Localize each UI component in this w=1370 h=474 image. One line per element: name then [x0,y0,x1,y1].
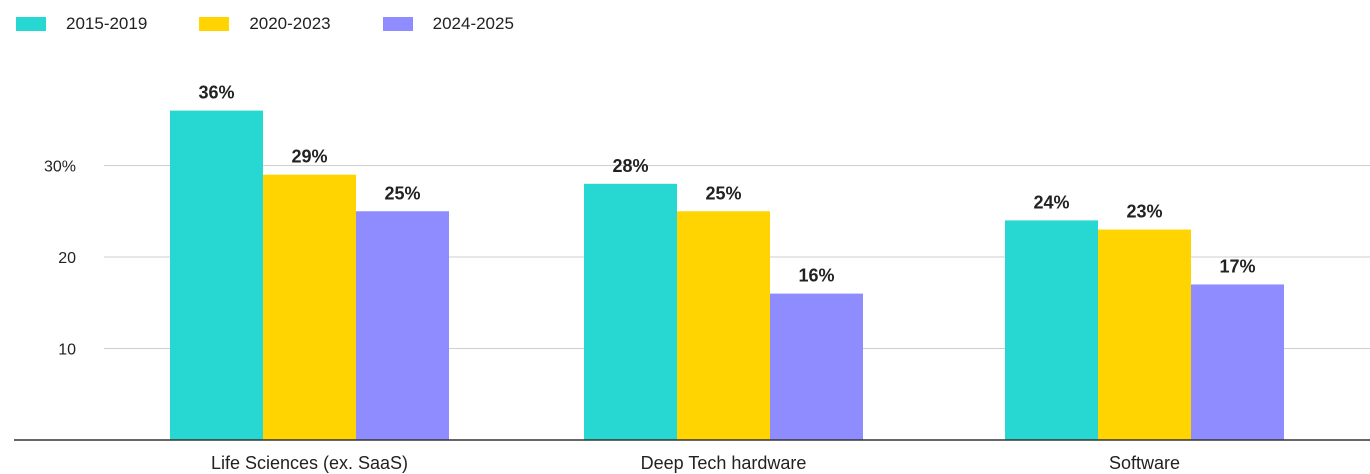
y-tick-label: 30% [44,159,76,176]
x-category-label: Deep Tech hardware [641,453,807,473]
legend-item-2020-2023: 2020-2023 [199,14,331,34]
data-label: 25% [384,183,420,203]
bar-1-series-1 [170,110,263,440]
legend-label-2020-2023: 2020-2023 [249,14,331,33]
legend-swatch-2024-2025 [382,17,413,31]
bar-3-series-3 [1191,284,1284,440]
legend-item-2024-2025: 2024-2025 [382,14,514,34]
x-category-label: Software [1109,453,1180,473]
data-label: 29% [291,147,327,167]
y-tick-label: 10 [58,342,76,359]
x-category-label: Life Sciences (ex. SaaS) [211,453,408,473]
bar-2-series-3 [770,293,863,440]
data-label: 25% [705,183,741,203]
chart-legend: 2015-2019 2020-2023 2024-2025 [16,14,566,34]
legend-item-2015-2019: 2015-2019 [16,14,147,34]
y-tick-label: 20 [58,250,76,267]
data-label: 28% [612,156,648,176]
bar-2-series-1 [584,183,677,441]
data-label: 17% [1219,256,1255,276]
legend-label-2015-2019: 2015-2019 [66,14,148,33]
legend-swatch-2015-2019 [16,17,46,31]
bar-3-series-1 [1005,220,1098,440]
legend-label-2024-2025: 2024-2025 [432,14,514,33]
data-label: 24% [1033,192,1069,212]
bar-1-series-3 [356,211,449,440]
data-label: 16% [798,266,834,286]
data-label: 36% [198,83,234,103]
bar-1-series-2 [263,174,356,440]
bar-3-series-2 [1098,229,1191,440]
bar-2-series-2 [677,211,770,440]
legend-swatch-2020-2023 [199,17,230,31]
data-label: 23% [1126,202,1162,222]
